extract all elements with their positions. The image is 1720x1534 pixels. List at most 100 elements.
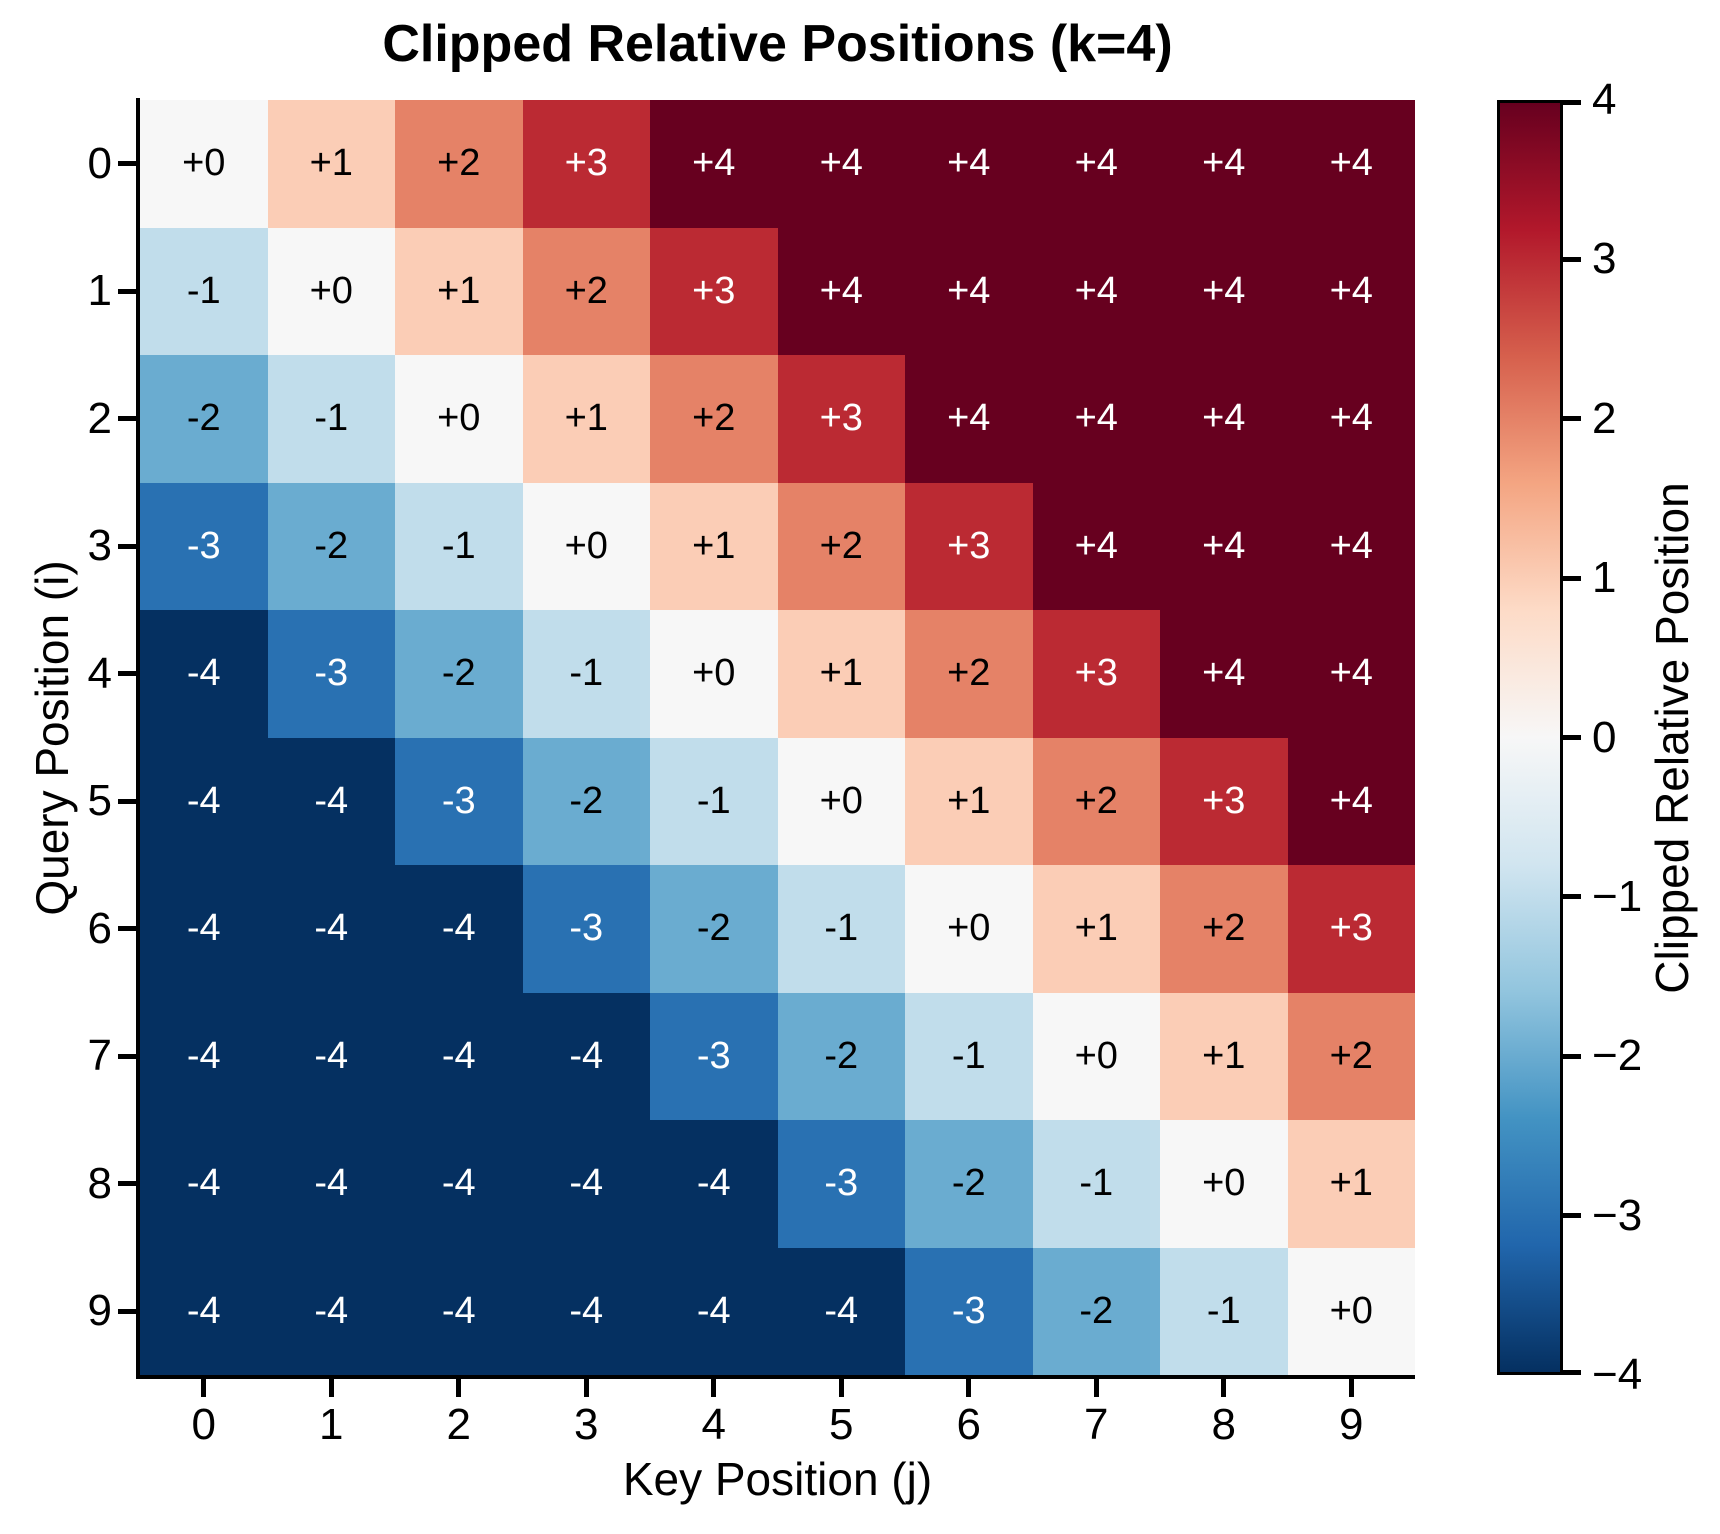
heatmap-cell: +4	[905, 227, 1033, 355]
x-tick-label: 9	[1339, 1400, 1364, 1449]
y-tick-mark	[118, 1181, 136, 1187]
colorbar-tick-label: −1	[1592, 871, 1643, 921]
heatmap-cell: -2	[522, 737, 650, 865]
heatmap-cell: +1	[650, 482, 778, 610]
heatmap-cell: -4	[395, 992, 523, 1120]
x-tick-label: 4	[701, 1400, 726, 1449]
heatmap-cell: -4	[140, 1120, 268, 1248]
heatmap-cell: -4	[267, 1120, 395, 1248]
heatmap-cell: +4	[1032, 355, 1160, 483]
x-tick-mark	[201, 1379, 207, 1397]
heatmap-cell: -1	[777, 865, 905, 993]
colorbar-tick-mark	[1563, 735, 1581, 740]
heatmap-cell: +2	[650, 355, 778, 483]
colorbar-tick-mark	[1563, 1053, 1581, 1059]
y-tick-mark	[118, 671, 136, 677]
heatmap-cell: +4	[777, 227, 905, 355]
heatmap-cell: -4	[267, 992, 395, 1120]
heatmap-cell: -4	[267, 865, 395, 993]
x-tick-label: 7	[1084, 1400, 1109, 1449]
heatmap-cell: +2	[1287, 992, 1415, 1120]
x-tick-label: 1	[319, 1400, 344, 1449]
heatmap-cell: +2	[777, 482, 905, 610]
heatmap-cell: +3	[1032, 610, 1160, 738]
colorbar-label: Clipped Relative Position	[1646, 482, 1698, 994]
heatmap-cell: +3	[777, 355, 905, 483]
colorbar-tick-mark	[1563, 1370, 1581, 1375]
y-tick-mark	[118, 1053, 136, 1059]
x-axis-label: Key Position (j)	[622, 1453, 933, 1505]
heatmap-cell: -4	[395, 865, 523, 993]
y-tick-label: 0	[87, 138, 112, 188]
heatmap-cell: +0	[650, 610, 778, 738]
heatmap-cell: -2	[395, 610, 523, 738]
heatmap-cell: +4	[1160, 355, 1288, 483]
heatmap-cell: -1	[1160, 1247, 1288, 1375]
heatmap-cell: -1	[395, 482, 523, 610]
heatmap-cell: -4	[267, 1247, 395, 1375]
y-tick-mark	[118, 926, 136, 932]
y-tick-label: 1	[87, 266, 112, 316]
x-tick-mark	[1093, 1379, 1099, 1397]
x-tick-mark	[456, 1379, 462, 1397]
colorbar	[1497, 100, 1563, 1375]
heatmap-cell: +4	[1032, 482, 1160, 610]
heatmap-cell: +4	[905, 100, 1033, 228]
y-tick-label: 4	[87, 648, 112, 698]
heatmap-cell: -4	[140, 865, 268, 993]
heatmap-cell: +1	[1287, 1120, 1415, 1248]
heatmap-cell: +4	[1287, 227, 1415, 355]
colorbar-tick-label: 1	[1592, 553, 1617, 603]
heatmap-cell: -1	[1032, 1120, 1160, 1248]
heatmap-cell: -4	[650, 1247, 778, 1375]
heatmap-cell: -4	[522, 992, 650, 1120]
x-tick-mark	[583, 1379, 589, 1397]
heatmap-cell: +0	[1160, 1120, 1288, 1248]
y-axis-label: Query Position (i)	[26, 560, 78, 916]
heatmap-cell: +4	[1287, 737, 1415, 865]
heatmap-cell: +0	[905, 865, 1033, 993]
heatmap-cell: +3	[1160, 737, 1288, 865]
colorbar-tick-mark	[1563, 575, 1581, 581]
heatmap-cell: +1	[777, 610, 905, 738]
heatmap-cell: +4	[1287, 100, 1415, 228]
x-tick-label: 5	[829, 1400, 854, 1449]
y-tick-mark	[118, 798, 136, 804]
heatmap-cell: +1	[1160, 992, 1288, 1120]
heatmap-cell: -1	[140, 227, 268, 355]
heatmap-cell: +4	[650, 100, 778, 228]
heatmap-cell: -2	[777, 992, 905, 1120]
heatmap-cell: +0	[522, 482, 650, 610]
heatmap-cell: -4	[140, 992, 268, 1120]
heatmap-cell: +4	[1287, 355, 1415, 483]
heatmap-cell: +3	[1287, 865, 1415, 993]
heatmap-cell: -1	[522, 610, 650, 738]
heatmap-cell: +4	[1287, 482, 1415, 610]
y-tick-mark	[118, 543, 136, 549]
heatmap-cell: +2	[522, 227, 650, 355]
heatmap-cell: -3	[905, 1247, 1033, 1375]
heatmap-cell: +1	[267, 100, 395, 228]
heatmap-cell: -2	[140, 355, 268, 483]
heatmap-plot: +0 +1 +2 +3 +4 +4 +4 +4 +4 +4 -1 +0 +1 +2 +3 +4 +4 +4 +4 +4…	[140, 100, 1415, 1375]
heatmap-cell: -3	[522, 865, 650, 993]
x-tick-label: 8	[1211, 1400, 1236, 1449]
x-tick-mark	[328, 1379, 334, 1397]
heatmap-cell: -4	[140, 1247, 268, 1375]
heatmap-cell: -4	[395, 1247, 523, 1375]
x-tick-mark	[1221, 1379, 1227, 1397]
colorbar-tick-mark	[1563, 256, 1581, 262]
x-tick-mark	[838, 1379, 844, 1397]
heatmap-cell: -3	[267, 610, 395, 738]
y-tick-mark	[118, 1308, 136, 1314]
heatmap-cell: +4	[1287, 610, 1415, 738]
colorbar-tick-label: −2	[1592, 1031, 1643, 1081]
y-tick-label: 6	[87, 903, 112, 953]
heatmap-cell: +0	[1032, 992, 1160, 1120]
colorbar-tick-label: −3	[1592, 1190, 1643, 1240]
heatmap-cell: -4	[777, 1247, 905, 1375]
heatmap-cell: -4	[140, 737, 268, 865]
heatmap-cell: +4	[1160, 610, 1288, 738]
colorbar-tick-mark	[1563, 100, 1581, 105]
